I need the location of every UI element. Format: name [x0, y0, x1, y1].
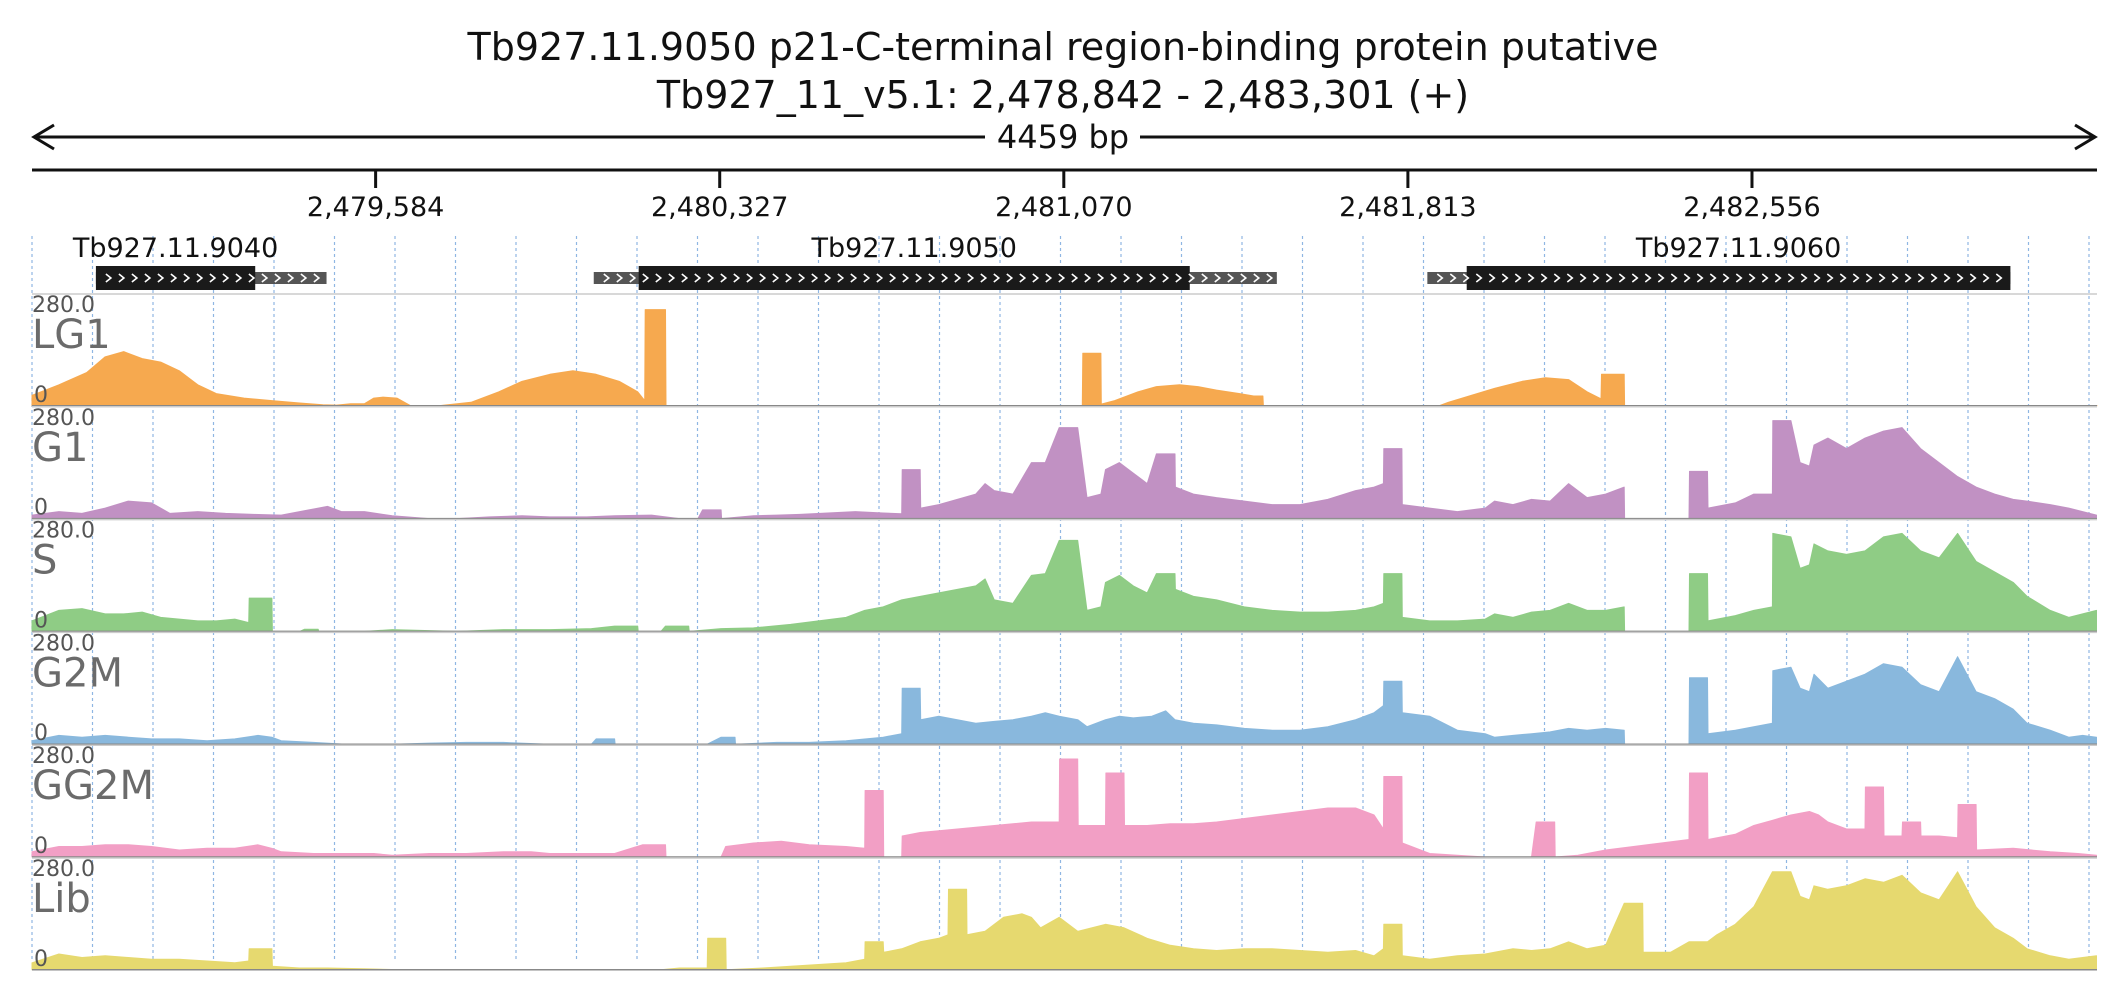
- tick-label: 2,482,556: [1683, 192, 1820, 223]
- coverage-area: [31, 758, 2097, 858]
- gridlines: [31, 236, 2090, 962]
- gene-label: Tb927.11.9040: [72, 233, 278, 264]
- track-name: LG1: [32, 312, 111, 358]
- track-max-label: 280.0: [32, 631, 95, 656]
- coverage-area: [31, 656, 2097, 745]
- tick-label: 2,481,070: [995, 192, 1132, 223]
- coverage-area: [31, 871, 2097, 971]
- track-min-label: 0: [34, 496, 48, 521]
- track-s: 280.0S 0: [31, 519, 2097, 633]
- track-min-label: 0: [34, 834, 48, 859]
- gene-label: Tb927.11.9050: [811, 233, 1017, 264]
- track-max-label: 280.0: [32, 857, 95, 882]
- track-name: G2M: [32, 650, 123, 696]
- span-label: 4459 bp: [997, 118, 1129, 156]
- span-arrow-left: [31, 123, 55, 151]
- coverage-area: [31, 309, 2098, 407]
- gene-label: Tb927.11.9060: [1635, 233, 1841, 264]
- track-max-label: 280.0: [32, 293, 95, 318]
- span-indicator: 4459 bp: [31, 118, 2098, 156]
- track-min-label: 0: [34, 383, 48, 408]
- chart-subtitle: Tb927_11_v5.1: 2,478,842 - 2,483,301 (+): [656, 73, 1469, 117]
- track-name: GG2M: [32, 763, 154, 809]
- gene-models: Tb927.11.9040 Tb927.11.9050 Tb927.11.9060: [72, 233, 2011, 290]
- span-arrow-right: [2074, 123, 2098, 151]
- track-name: Lib: [32, 876, 91, 922]
- tick-label: 2,480,327: [651, 192, 788, 223]
- track-min-label: 0: [34, 947, 48, 972]
- track-name: S: [32, 538, 57, 584]
- track-max-label: 280.0: [32, 744, 95, 769]
- track-g1: 280.0G1 0: [31, 406, 2097, 521]
- chart-title: Tb927.11.9050 p21-C-terminal region-bind…: [467, 25, 1659, 69]
- coverage-area: [31, 420, 2097, 520]
- coverage-tracks: 280.0LG10280.0G10280.0S0280.0G2M0280.0GG…: [31, 293, 2098, 972]
- span-label-bg: [985, 118, 1140, 156]
- coordinate-axis: 2,479,584 2,480,327 2,481,070 2,481,813 2,48…: [32, 168, 2097, 223]
- track-max-label: 280.0: [32, 406, 95, 431]
- tick-label: 2,481,813: [1339, 192, 1476, 223]
- gene-cds-bar: [638, 266, 1190, 290]
- track-max-label: 280.0: [32, 519, 95, 544]
- track-min-label: 0: [34, 721, 48, 746]
- gene-cds-bar: [1466, 266, 2011, 290]
- tick-label: 2,479,584: [307, 192, 444, 223]
- gene-strand-arrows: [105, 273, 321, 283]
- track-name: G1: [32, 425, 88, 471]
- track-min-label: 0: [34, 608, 48, 633]
- gene-strand-arrows: [603, 273, 1274, 283]
- gene-strand-arrows: [1436, 273, 2003, 283]
- coverage-area: [31, 532, 2097, 632]
